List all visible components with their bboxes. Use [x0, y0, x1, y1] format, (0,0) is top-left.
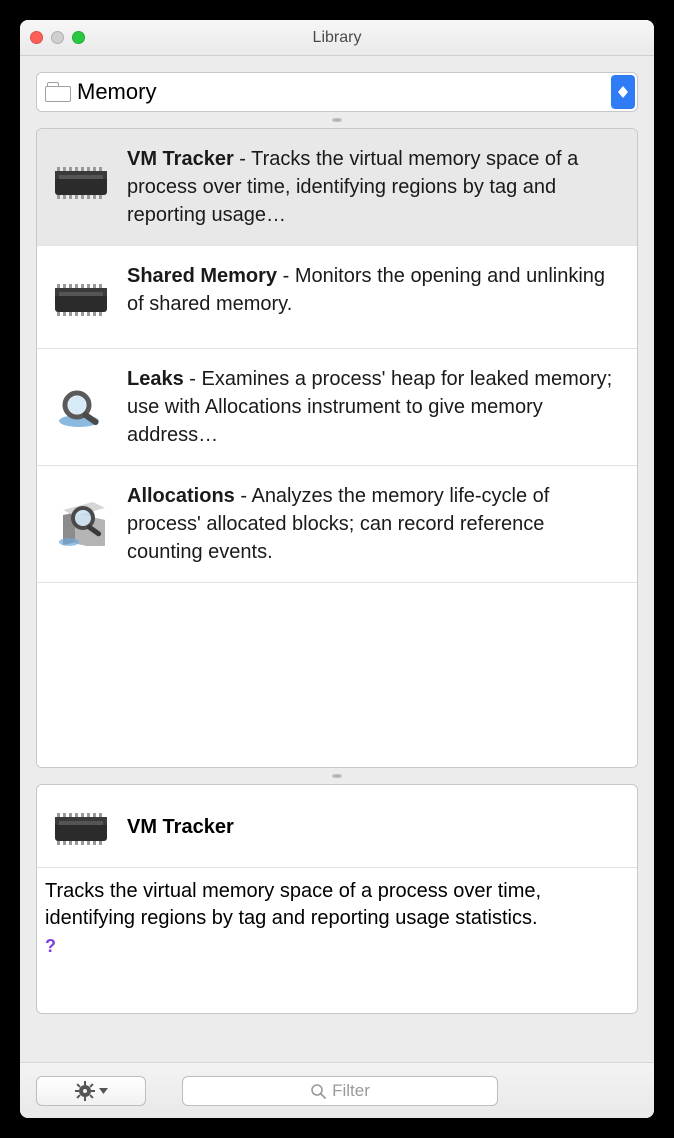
detail-description: Tracks the virtual memory space of a pro…	[45, 880, 541, 929]
detail-body: Tracks the virtual memory space of a pro…	[37, 868, 637, 962]
library-window: Library Memory VM Tracker - Tracks the v…	[20, 20, 654, 1118]
list-item-text: VM Tracker - Tracks the virtual memory s…	[127, 145, 619, 229]
instrument-list: VM Tracker - Tracks the virtual memory s…	[36, 128, 638, 768]
list-item-text: Allocations - Analyzes the memory life-c…	[127, 482, 619, 566]
detail-title: VM Tracker	[127, 816, 234, 839]
folder-icon	[45, 82, 71, 102]
list-item[interactable]: VM Tracker - Tracks the virtual memory s…	[37, 129, 637, 246]
titlebar: Library	[20, 20, 654, 56]
action-menu-button[interactable]	[36, 1076, 146, 1106]
gear-icon	[75, 1081, 95, 1101]
search-icon	[310, 1083, 326, 1099]
list-item-title: Allocations	[127, 485, 240, 507]
detail-panel: VM Tracker Tracks the virtual memory spa…	[36, 784, 638, 1014]
list-item-title: Shared Memory	[127, 265, 277, 287]
window-title: Library	[20, 29, 654, 47]
splitter-handle[interactable]	[36, 114, 638, 126]
help-icon[interactable]: ?	[45, 934, 629, 958]
content-area: Memory VM Tracker - Tracks the virtual m…	[20, 56, 654, 1062]
category-popup[interactable]: Memory	[36, 72, 638, 112]
chip-icon	[49, 151, 113, 215]
list-item-title: VM Tracker	[127, 148, 234, 170]
list-blank-area	[37, 583, 637, 767]
filter-placeholder: Filter	[332, 1081, 370, 1101]
chevron-updown-icon	[611, 75, 635, 109]
list-item[interactable]: Allocations - Analyzes the memory life-c…	[37, 466, 637, 583]
category-popup-label: Memory	[77, 79, 156, 105]
list-item-text: Leaks - Examines a process' heap for lea…	[127, 365, 619, 449]
footer-toolbar: Filter	[20, 1062, 654, 1118]
list-item[interactable]: Shared Memory - Monitors the opening and…	[37, 246, 637, 349]
list-item[interactable]: Leaks - Examines a process' heap for lea…	[37, 349, 637, 466]
chip-icon	[49, 803, 113, 851]
list-item-title: Leaks	[127, 368, 184, 390]
list-item-text: Shared Memory - Monitors the opening and…	[127, 262, 619, 318]
filter-field[interactable]: Filter	[182, 1076, 498, 1106]
chip-icon	[49, 268, 113, 332]
allocations-icon	[49, 488, 113, 552]
leaks-icon	[49, 371, 113, 435]
splitter-handle[interactable]	[36, 770, 638, 782]
list-item-desc: - Examines a process' heap for leaked me…	[127, 368, 612, 446]
chevron-down-icon	[99, 1088, 108, 1094]
detail-header: VM Tracker	[37, 785, 637, 868]
